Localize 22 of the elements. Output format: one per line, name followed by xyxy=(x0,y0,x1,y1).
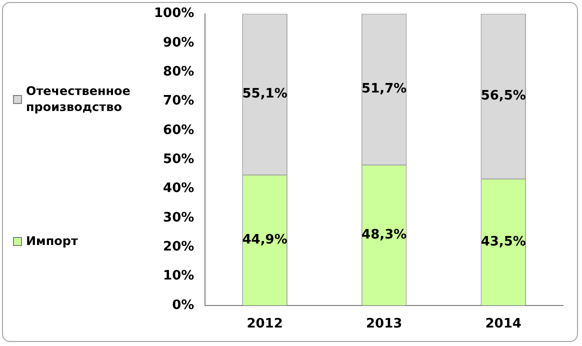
data-label: 48,3% xyxy=(362,227,407,242)
y-tick-label: 60% xyxy=(163,122,194,138)
y-tick-label: 20% xyxy=(163,239,194,254)
x-tick-label: 2012 xyxy=(246,316,283,332)
y-tick-label: 30% xyxy=(163,210,194,226)
y-tick-label: 90% xyxy=(163,35,194,50)
data-label: 44,9% xyxy=(242,232,288,248)
data-label: 51,7% xyxy=(362,82,407,97)
y-tick-label: 40% xyxy=(163,181,194,196)
y-tick-label: 100% xyxy=(154,6,194,22)
x-tick-label: 2013 xyxy=(366,316,402,332)
y-tick-label: 10% xyxy=(163,268,194,284)
y-tick-label: 50% xyxy=(163,152,194,167)
y-tick-label: 80% xyxy=(163,64,194,80)
legend-label: Отечественное производство xyxy=(26,84,130,114)
data-label: 55,1% xyxy=(242,86,288,102)
legend-label: Импорт xyxy=(26,233,78,249)
y-tick-label: 70% xyxy=(163,94,194,109)
data-label: 56,5% xyxy=(480,88,526,104)
y-tick-label: 0% xyxy=(172,298,194,313)
x-tick-label: 2014 xyxy=(485,316,522,332)
data-label: 43,5% xyxy=(480,234,526,250)
